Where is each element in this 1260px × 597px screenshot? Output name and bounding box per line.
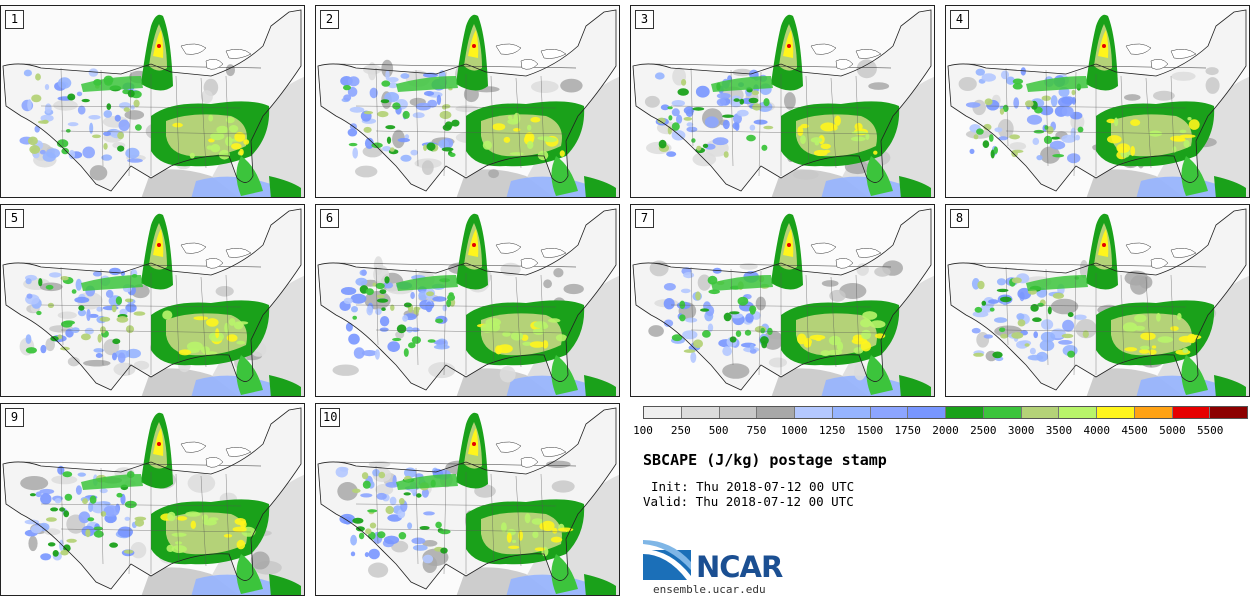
legend-swatch — [1021, 407, 1060, 418]
cape-map — [316, 404, 619, 595]
member-panel-6: 6 — [315, 204, 620, 397]
legend-swatch — [946, 407, 984, 418]
legend-swatch — [1059, 407, 1097, 418]
plot-title: SBCAPE (J/kg) postage stamp — [643, 451, 887, 469]
legend-tick-label: 750 — [746, 424, 767, 437]
legend-tick-label: 100 — [633, 424, 653, 437]
panel-label: 5 — [5, 209, 24, 228]
legend-tick-label: 3500 — [1045, 424, 1073, 437]
legend-swatch — [1097, 407, 1135, 418]
panel-label: 6 — [320, 209, 339, 228]
member-panel-7: 7 — [630, 204, 935, 397]
legend-tick-label: 1500 — [856, 424, 884, 437]
cape-map — [1, 404, 304, 595]
member-panel-1: 1 — [0, 5, 305, 198]
panel-label: 3 — [635, 10, 654, 29]
cape-map — [631, 6, 934, 197]
legend-swatch — [1172, 407, 1211, 418]
legend-swatch — [757, 407, 795, 418]
init-time: Init: Thu 2018-07-12 00 UTC — [651, 479, 855, 494]
legend-tick-label: 250 — [670, 424, 691, 437]
panel-label: 9 — [5, 408, 24, 427]
member-panel-4: 4 — [945, 5, 1250, 198]
ncar-logo: NCAR — [643, 540, 793, 585]
time-info: Init: Thu 2018-07-12 00 UTC Valid: Thu 2… — [643, 479, 854, 509]
member-panel-8: 8 — [945, 204, 1250, 397]
panel-label: 8 — [950, 209, 969, 228]
panel-label: 2 — [320, 10, 339, 29]
member-panel-5: 5 — [0, 204, 305, 397]
member-panel-10: 10 — [315, 403, 620, 596]
legend-tick-label: 1000 — [781, 424, 808, 437]
legend-swatch — [719, 407, 758, 418]
cape-map — [1, 6, 304, 197]
legend-swatch — [795, 407, 833, 418]
legend-swatch — [983, 407, 1022, 418]
legend-tick-label: 1250 — [818, 424, 846, 437]
member-panel-9: 9 — [0, 403, 305, 596]
panel-label: 10 — [320, 408, 341, 427]
member-panel-2: 2 — [315, 5, 620, 198]
cape-map — [946, 6, 1249, 197]
legend-tick-label: 5500 — [1196, 424, 1224, 437]
legend-swatch — [908, 407, 946, 418]
legend-tick-label: 4000 — [1083, 424, 1111, 437]
ncar-wordmark: NCAR — [696, 550, 783, 584]
legend-tick-label: 500 — [708, 424, 729, 437]
ncar-swoosh-icon — [643, 540, 691, 580]
cape-map — [316, 6, 619, 197]
legend-tick-label: 5000 — [1159, 424, 1186, 437]
legend-tick-label: 2500 — [970, 424, 997, 437]
panel-label: 7 — [635, 209, 654, 228]
cape-map — [631, 205, 934, 396]
panel-label: 1 — [5, 10, 24, 29]
color-bar-legend — [643, 406, 1248, 419]
legend-swatch — [681, 407, 720, 418]
logo-url: ensemble.ucar.edu — [653, 583, 766, 596]
cape-map — [946, 205, 1249, 396]
legend-swatch — [1134, 407, 1173, 418]
legend-swatch — [832, 407, 871, 418]
legend-tick-label: 3000 — [1007, 424, 1035, 437]
panel-label: 4 — [950, 10, 969, 29]
legend-swatch — [870, 407, 909, 418]
legend-swatch — [644, 407, 682, 418]
valid-time: Valid: Thu 2018-07-12 00 UTC — [643, 494, 854, 509]
legend-tick-label: 4500 — [1121, 424, 1148, 437]
legend-swatch — [1210, 407, 1247, 418]
cape-map — [1, 205, 304, 396]
member-panel-3: 3 — [630, 5, 935, 198]
legend-tick-label: 2000 — [932, 424, 959, 437]
legend-tick-label: 1750 — [894, 424, 921, 437]
cape-map — [316, 205, 619, 396]
